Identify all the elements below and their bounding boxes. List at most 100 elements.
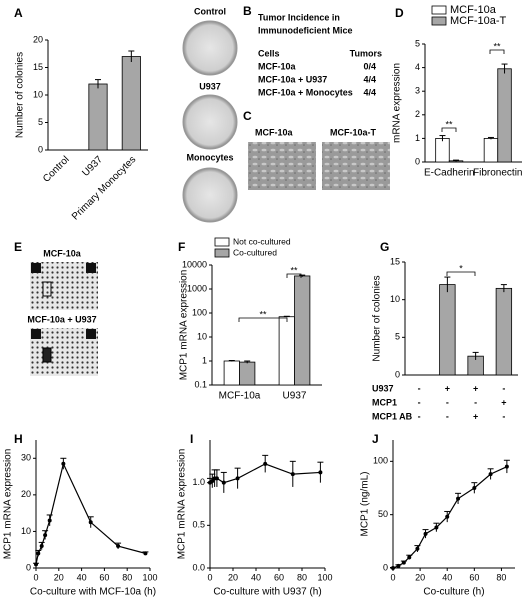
dish-image <box>182 94 238 150</box>
y-tick-label: 3 <box>415 86 420 96</box>
legend-label: Not co-cultured <box>233 236 291 246</box>
x-axis-label: Co-culture with MCF-10a (h) <box>30 587 156 598</box>
data-point <box>445 514 450 519</box>
table-header: Tumors <box>350 48 382 58</box>
x-tick-label: U937 <box>80 154 105 179</box>
dish-caption: Monocytes <box>186 152 233 162</box>
x-tick-label: 20 <box>415 572 425 582</box>
data-point <box>290 472 295 477</box>
significance-label: ** <box>259 309 267 319</box>
y-tick-label: 15 <box>390 256 400 266</box>
bar <box>497 68 512 163</box>
y-tick-label: 10000 <box>182 259 207 269</box>
significance-label: ** <box>445 119 453 129</box>
panel-label: E <box>14 240 22 254</box>
array-spot <box>86 263 96 273</box>
x-axis-label: Co-culture with U937 (h) <box>213 587 321 598</box>
array-box <box>42 347 52 363</box>
significance-label: ** <box>290 265 298 275</box>
panel-label: B <box>243 4 252 18</box>
bar <box>435 137 450 163</box>
bar <box>239 361 256 386</box>
data-point <box>116 544 121 549</box>
bar <box>278 316 295 386</box>
data-point <box>235 476 240 481</box>
condition-mark: - <box>418 397 421 407</box>
y-tick-label: 4 <box>415 62 420 72</box>
y-tick-label: 1.0 <box>192 477 205 487</box>
y-tick-label: 50 <box>378 509 388 519</box>
condition-mark: - <box>502 383 505 393</box>
data-point <box>391 566 395 570</box>
bar <box>223 360 240 386</box>
condition-name: MCP1 <box>372 397 397 407</box>
legend-swatch <box>431 5 447 15</box>
x-tick-label: 20 <box>228 572 238 582</box>
y-axis-label: Number of colonies <box>372 275 383 361</box>
y-tick-label: 0.5 <box>192 520 205 530</box>
significance-bracket <box>441 127 457 132</box>
data-point <box>456 496 461 501</box>
y-tick-label: 30 <box>21 453 31 463</box>
condition-mark: - <box>418 411 421 421</box>
condition-mark: - <box>474 397 477 407</box>
significance-label: ** <box>493 41 501 51</box>
data-point <box>214 476 219 481</box>
data-point <box>43 533 48 538</box>
panel-label: I <box>190 432 193 446</box>
data-line <box>392 466 508 569</box>
x-tick-label: 40 <box>442 572 452 582</box>
condition-mark: + <box>473 383 478 393</box>
array-caption: MCF-10a <box>43 248 82 258</box>
significance-bracket <box>446 271 476 276</box>
dish-image <box>182 20 238 76</box>
x-tick-label: E-Cadherin <box>424 168 475 179</box>
panel-label: H <box>14 432 23 446</box>
x-tick-label: 60 <box>469 572 479 582</box>
x-tick-label: U937 <box>283 391 307 402</box>
y-axis-label: mRNA expression <box>392 63 403 143</box>
y-tick-label: 5 <box>38 117 43 127</box>
y-tick-label: 0 <box>38 144 43 154</box>
data-point <box>504 464 509 469</box>
y-tick-label: 20 <box>33 34 43 44</box>
table-header: Cells <box>258 48 280 58</box>
array-spot <box>31 329 41 339</box>
array-caption: MCF-10a + U937 <box>27 314 96 324</box>
x-tick-label: 20 <box>54 572 64 582</box>
data-point <box>61 461 66 466</box>
table-cell: 4/4 <box>363 74 376 84</box>
condition-mark: + <box>473 411 478 421</box>
condition-name: U937 <box>372 383 394 393</box>
array-box <box>42 281 52 297</box>
y-tick-label: 100 <box>192 307 207 317</box>
table-cell: 4/4 <box>363 87 376 97</box>
x-tick-label: 0 <box>207 572 212 582</box>
data-point <box>221 480 226 485</box>
micrograph <box>322 142 390 190</box>
condition-mark: - <box>446 397 449 407</box>
data-point <box>210 478 215 483</box>
legend-label: MCF-10a <box>450 4 497 16</box>
data-point <box>318 470 323 475</box>
data-point <box>39 544 44 549</box>
condition-mark: + <box>445 383 450 393</box>
data-point <box>407 555 412 560</box>
y-tick-label: 0 <box>395 369 400 379</box>
y-axis-label: MCP1 mRNA expression <box>179 270 190 381</box>
table-cell: MCF-10a <box>258 61 297 71</box>
x-tick-label: 40 <box>251 572 261 582</box>
x-tick-label: 60 <box>274 572 284 582</box>
table-cell: MCF-10a + U937 <box>258 74 327 84</box>
condition-mark: - <box>446 411 449 421</box>
x-tick-label: 80 <box>122 572 132 582</box>
data-point <box>423 531 428 536</box>
y-tick-label: 1 <box>202 355 207 365</box>
significance-bracket <box>286 273 302 278</box>
y-tick-label: 10 <box>21 526 31 536</box>
micrograph <box>248 142 316 190</box>
panel-label: A <box>14 6 23 20</box>
data-point <box>396 563 401 568</box>
table-title: Immunodeficient Mice <box>258 25 353 35</box>
panel-label: C <box>243 109 252 123</box>
